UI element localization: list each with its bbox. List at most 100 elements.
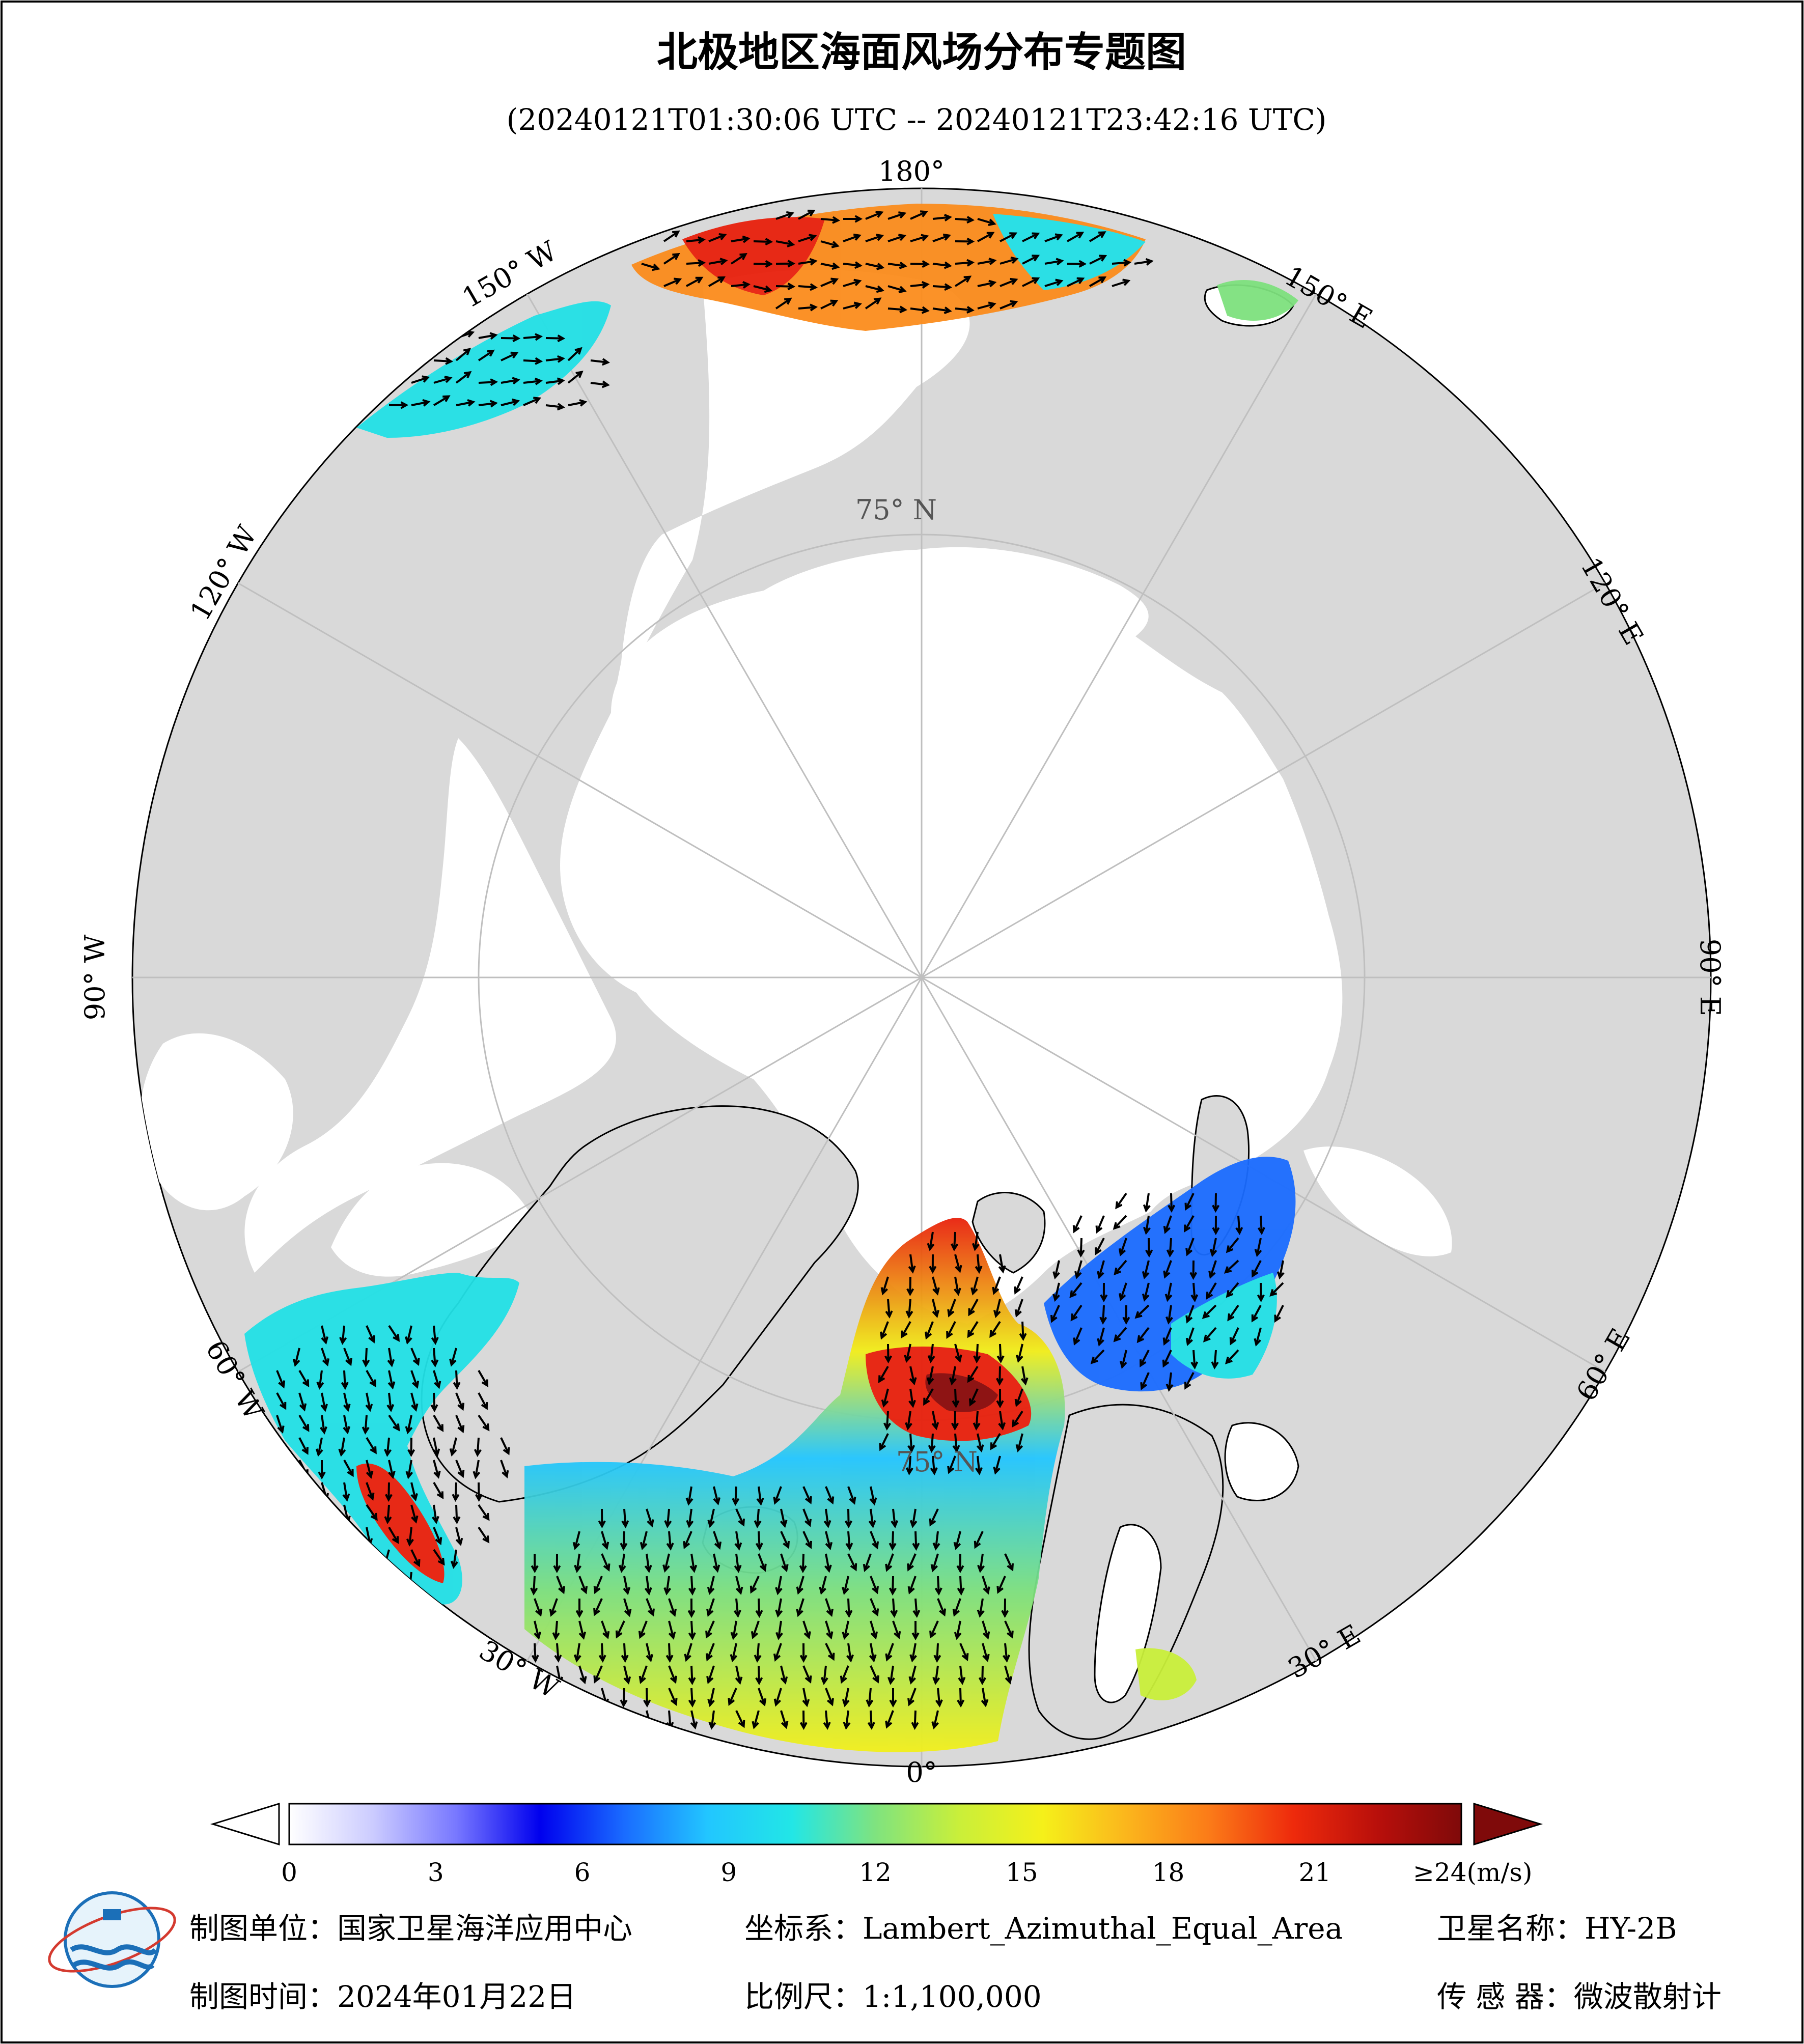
wind-arrow	[478, 349, 495, 361]
wind-arrow	[621, 1508, 629, 1529]
wind-arrow	[601, 1620, 610, 1639]
wind-arrow	[321, 1325, 329, 1345]
wind-arrow	[954, 1254, 962, 1273]
wind-arrow	[276, 1392, 287, 1410]
wind-arrow	[865, 263, 885, 270]
wind-arrow	[578, 1665, 587, 1685]
swath-labrador-red	[356, 1463, 445, 1583]
wind-arrow	[730, 1643, 738, 1663]
wind-arrow	[1184, 1372, 1195, 1390]
wind-arrow	[753, 285, 773, 293]
wind-arrow	[453, 1504, 461, 1525]
wind-arrow	[639, 1665, 648, 1684]
wind-arrow	[713, 1531, 722, 1550]
wind-arrow	[640, 1531, 648, 1551]
wind-arrow	[688, 1576, 696, 1596]
wind-arrow	[298, 1482, 307, 1501]
wind-arrow	[384, 1437, 392, 1457]
wind-arrow	[1112, 278, 1131, 287]
wind-arrow	[662, 1553, 670, 1573]
wind-arrow	[1164, 1282, 1173, 1302]
wind-arrow	[501, 377, 520, 385]
wind-arrow	[1073, 1327, 1083, 1346]
wind-arrow	[298, 1414, 310, 1432]
footer-satellite: 卫星名称：HY-2B	[1437, 1911, 1677, 1946]
wind-arrow	[298, 1369, 310, 1387]
wind-arrow	[907, 1553, 917, 1572]
wind-arrow	[1254, 1238, 1262, 1257]
wind-arrow	[430, 1392, 438, 1413]
wind-arrow	[1163, 1215, 1172, 1234]
wind-arrow	[973, 1343, 981, 1364]
wind-arrow	[1077, 1238, 1085, 1258]
wind-arrow	[842, 1576, 849, 1595]
wind-arrow	[523, 357, 543, 365]
wind-arrow	[905, 1455, 913, 1476]
wind-arrow	[298, 1549, 309, 1567]
wind-arrow	[590, 358, 610, 366]
wind-arrow	[931, 1411, 939, 1431]
wind-arrow	[947, 1299, 956, 1318]
wind-arrow	[276, 1460, 285, 1478]
wind-arrow	[735, 1508, 745, 1527]
wind-arrow	[1089, 231, 1106, 242]
wind-arrow	[1016, 1343, 1023, 1363]
map-title: 北极地区海面风场分布专题图	[657, 28, 1186, 76]
wind-arrow	[530, 1576, 538, 1596]
wind-arrow	[686, 276, 704, 287]
wind-arrow	[981, 1688, 989, 1707]
wind-arrow	[688, 1620, 696, 1641]
wind-arrow	[982, 1620, 990, 1640]
wind-arrow	[1140, 1350, 1150, 1367]
wind-arrow	[274, 1504, 283, 1524]
wind-arrow	[959, 1643, 969, 1662]
wind-arrow	[1089, 276, 1107, 287]
wind-arrow	[1184, 1215, 1195, 1233]
wind-arrow	[1067, 277, 1085, 287]
wind-arrow	[622, 1710, 630, 1730]
wind-arrow	[292, 1348, 300, 1367]
wind-arrow	[320, 1527, 328, 1547]
label-lat-75-south: 75° N	[896, 1446, 978, 1478]
wind-arrow	[318, 1460, 326, 1480]
wind-arrow	[1165, 1305, 1173, 1325]
wind-arrow	[1142, 1282, 1150, 1302]
wind-arrow	[405, 1415, 413, 1435]
wind-arrow	[982, 1576, 990, 1595]
colorbar-ticks: 0 3 6 9 12 15 18 21	[281, 1858, 1331, 1887]
wind-arrow	[780, 1531, 790, 1549]
wind-arrow	[1185, 1327, 1195, 1347]
wind-arrow	[450, 1549, 458, 1569]
wind-arrow	[534, 1598, 543, 1617]
wind-arrow	[865, 285, 885, 293]
wind-arrow	[1269, 1282, 1284, 1297]
wind-arrow	[623, 1576, 631, 1595]
wind-arrow	[365, 1392, 373, 1412]
wind-arrow	[775, 211, 795, 220]
meridian-150	[526, 293, 1317, 1662]
wind-arrow	[754, 1508, 762, 1529]
wind-arrow	[567, 347, 582, 361]
wind-arrow	[433, 1527, 442, 1546]
logo-waves	[70, 1944, 157, 1955]
wind-arrow	[1224, 1259, 1239, 1274]
wind-arrow	[1162, 1350, 1172, 1368]
wind-arrow	[909, 1643, 917, 1663]
wind-arrow	[932, 214, 952, 221]
colorbar-under-arrow	[210, 1802, 280, 1846]
wind-arrow	[904, 1343, 912, 1363]
wind-arrow	[887, 211, 907, 220]
wind-arrow	[975, 1254, 983, 1274]
wind-arrow	[1000, 300, 1018, 310]
wind-arrow	[638, 1620, 648, 1639]
wind-arrow	[911, 1710, 919, 1730]
wind-arrow	[887, 305, 908, 314]
wind-arrow	[663, 253, 680, 265]
wind-arrow	[343, 1460, 354, 1477]
wind-arrow	[663, 277, 682, 287]
wind-arrow	[708, 258, 728, 265]
wind-arrow	[523, 333, 543, 341]
wind-arrow	[388, 1414, 400, 1432]
wind-arrow	[773, 1643, 782, 1662]
wind-arrow	[730, 1620, 738, 1640]
